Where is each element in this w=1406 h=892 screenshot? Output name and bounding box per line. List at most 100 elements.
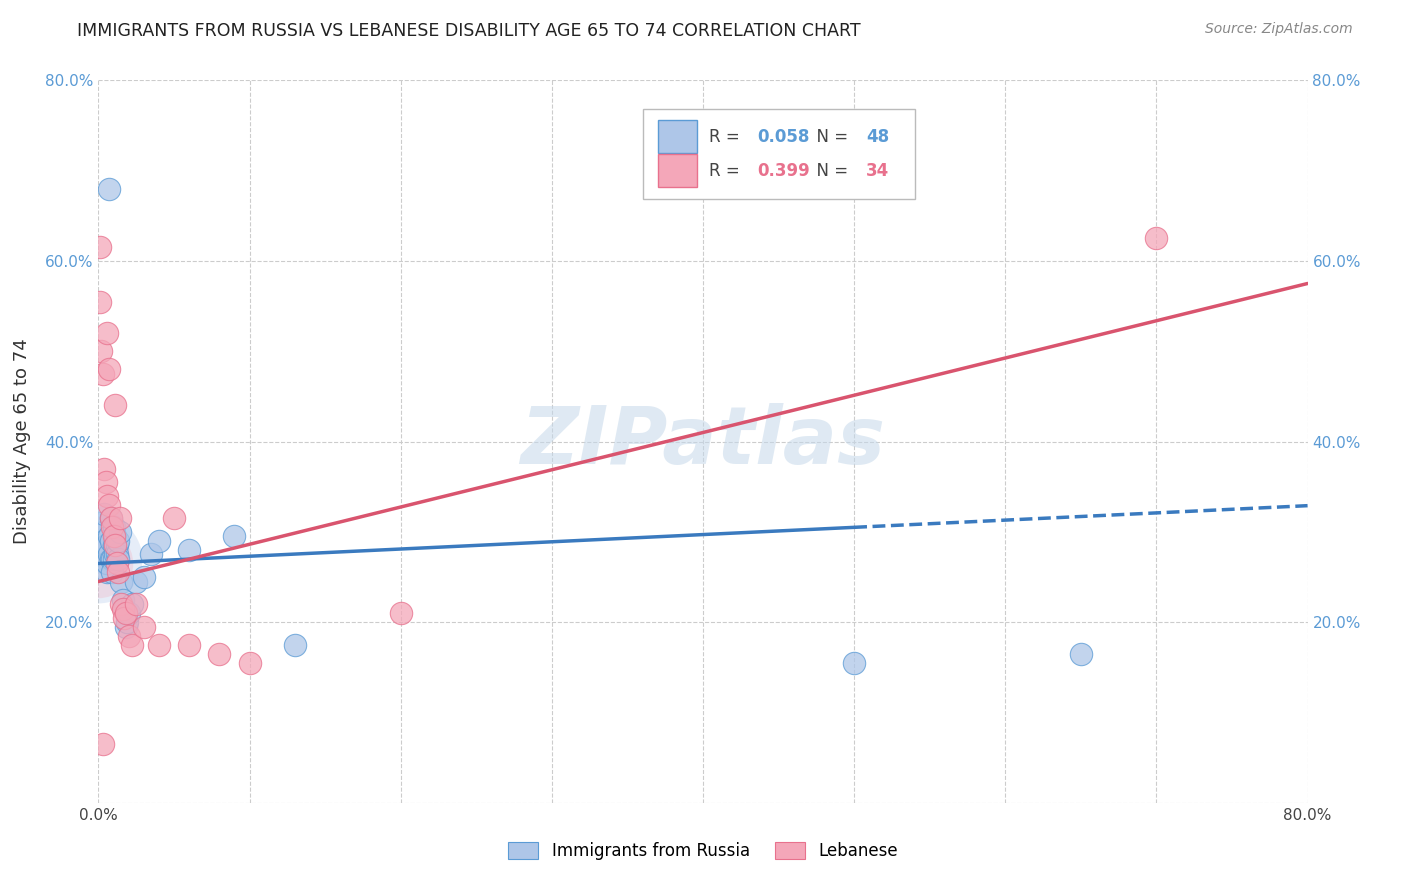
Point xyxy=(100,511,122,525)
Point xyxy=(103,552,125,566)
Point xyxy=(148,533,170,548)
Point xyxy=(98,529,121,543)
Point xyxy=(148,638,170,652)
FancyBboxPatch shape xyxy=(658,120,697,153)
Point xyxy=(111,601,134,615)
Point xyxy=(112,601,135,615)
Point xyxy=(179,638,201,652)
Point xyxy=(108,511,131,525)
Point xyxy=(87,552,110,566)
Text: R =: R = xyxy=(709,161,745,179)
Point xyxy=(121,597,143,611)
Point xyxy=(100,533,122,548)
Point xyxy=(96,566,118,580)
Point xyxy=(103,520,125,534)
Point xyxy=(110,597,132,611)
Point xyxy=(121,638,143,652)
Point xyxy=(89,548,111,562)
Text: 0.399: 0.399 xyxy=(758,161,810,179)
Point xyxy=(98,362,121,376)
Point xyxy=(163,511,186,525)
Point xyxy=(107,533,129,548)
Point xyxy=(98,548,121,562)
Point xyxy=(98,498,121,512)
Point xyxy=(105,548,128,562)
Point xyxy=(89,294,111,309)
Point xyxy=(96,557,118,571)
Point xyxy=(101,520,124,534)
Point xyxy=(100,511,122,525)
Y-axis label: Disability Age 65 to 74: Disability Age 65 to 74 xyxy=(13,339,31,544)
Point xyxy=(103,538,125,552)
Text: N =: N = xyxy=(806,161,853,179)
Point xyxy=(91,552,114,566)
Point xyxy=(98,182,121,196)
Point xyxy=(1070,647,1092,661)
Point xyxy=(94,552,117,566)
FancyBboxPatch shape xyxy=(658,154,697,187)
Text: 48: 48 xyxy=(866,128,890,145)
Point xyxy=(100,552,122,566)
Point xyxy=(93,507,115,521)
Point xyxy=(125,597,148,611)
Text: N =: N = xyxy=(806,128,853,145)
Point xyxy=(118,629,141,643)
Point xyxy=(239,656,262,670)
Point xyxy=(125,574,148,589)
Point xyxy=(91,367,114,381)
FancyBboxPatch shape xyxy=(643,109,915,200)
Point xyxy=(94,475,117,490)
Point xyxy=(108,524,131,539)
Point xyxy=(224,529,246,543)
Point xyxy=(91,524,114,539)
Point xyxy=(1144,231,1167,245)
Point xyxy=(104,548,127,562)
Point xyxy=(141,548,163,562)
Point xyxy=(104,398,127,412)
Text: IMMIGRANTS FROM RUSSIA VS LEBANESE DISABILITY AGE 65 TO 74 CORRELATION CHART: IMMIGRANTS FROM RUSSIA VS LEBANESE DISAB… xyxy=(77,22,860,40)
Text: 34: 34 xyxy=(866,161,890,179)
Point xyxy=(284,638,307,652)
Point xyxy=(93,533,115,548)
Point xyxy=(90,344,112,359)
Point xyxy=(208,647,231,661)
Point xyxy=(96,326,118,340)
Point xyxy=(101,552,124,566)
Legend: Immigrants from Russia, Lebanese: Immigrants from Russia, Lebanese xyxy=(502,835,904,867)
Point xyxy=(132,570,155,584)
Text: 0.058: 0.058 xyxy=(758,128,810,145)
Point xyxy=(94,538,117,552)
Point xyxy=(91,737,114,751)
Point xyxy=(112,610,135,624)
Point xyxy=(105,538,128,552)
Point xyxy=(132,620,155,634)
Point xyxy=(105,557,128,571)
Point xyxy=(118,606,141,620)
Point xyxy=(90,538,112,552)
Text: R =: R = xyxy=(709,128,745,145)
Point xyxy=(104,529,127,543)
Text: Source: ZipAtlas.com: Source: ZipAtlas.com xyxy=(1205,22,1353,37)
Point xyxy=(114,620,136,634)
Point xyxy=(844,656,866,670)
Point xyxy=(104,538,127,552)
Point xyxy=(94,557,117,571)
Point xyxy=(93,461,115,475)
Point xyxy=(114,606,136,620)
Point xyxy=(90,516,112,530)
Point xyxy=(96,538,118,552)
Point xyxy=(103,529,125,543)
Point xyxy=(89,524,111,539)
Point xyxy=(101,566,124,580)
Point xyxy=(115,615,138,630)
Point xyxy=(107,552,129,566)
Point xyxy=(111,592,134,607)
Text: ZIPatlas: ZIPatlas xyxy=(520,402,886,481)
Point xyxy=(96,489,118,503)
Point xyxy=(179,542,201,557)
Point xyxy=(107,566,129,580)
Point xyxy=(389,606,412,620)
Point xyxy=(87,557,110,571)
Point xyxy=(89,240,111,254)
Point xyxy=(110,574,132,589)
